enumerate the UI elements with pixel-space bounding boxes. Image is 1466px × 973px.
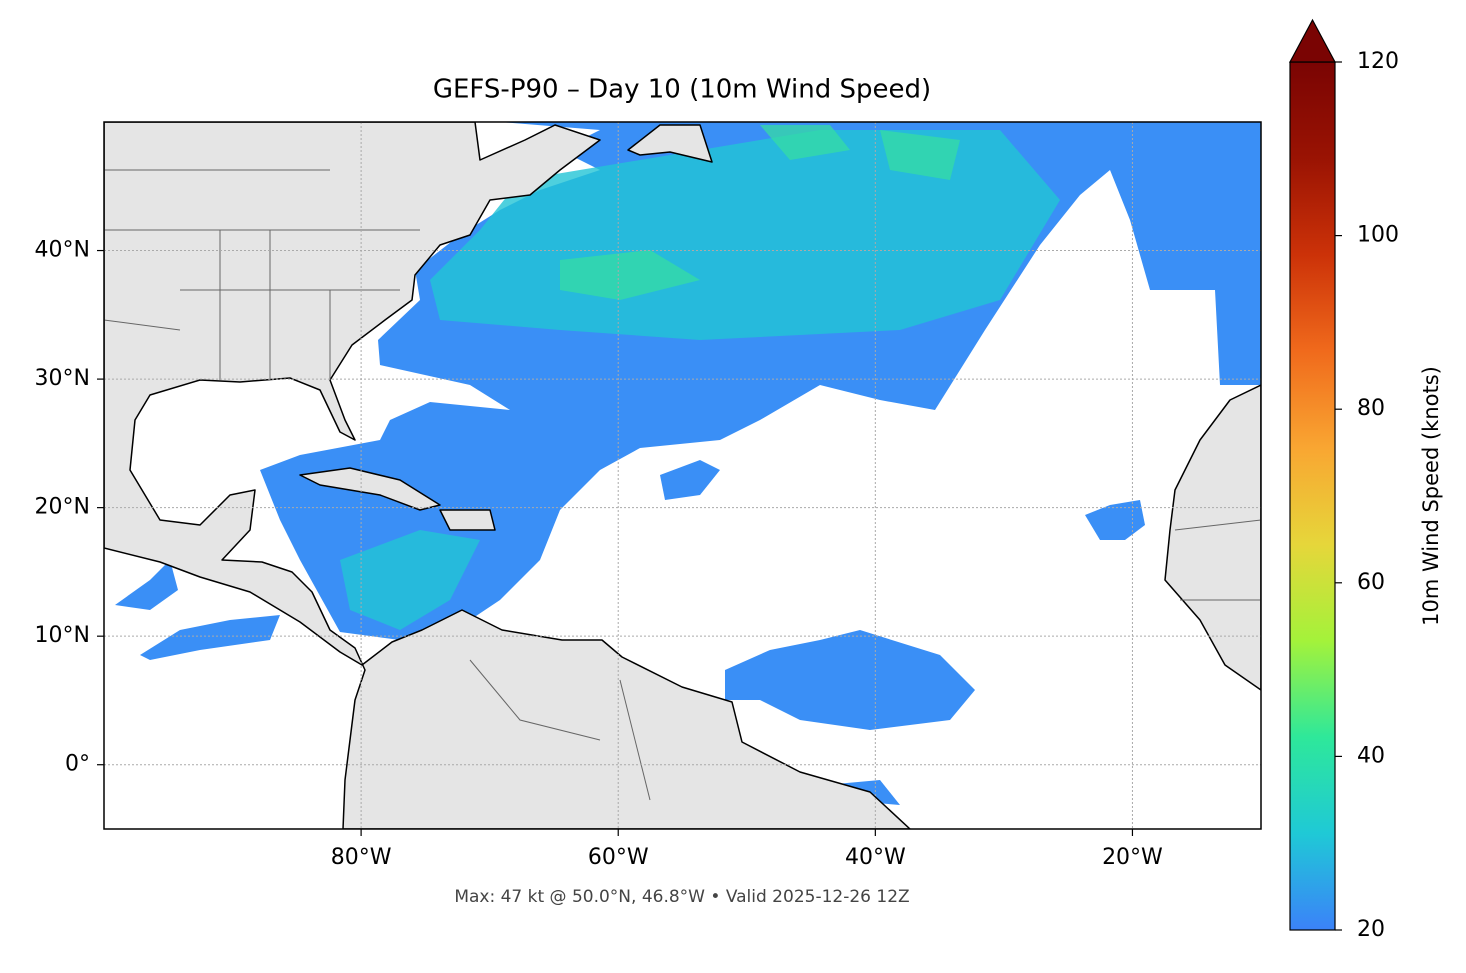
x-tick-label: 20°W	[1102, 845, 1163, 870]
wind-field	[115, 122, 1261, 805]
x-tick-label: 40°W	[845, 845, 906, 870]
colorbar-tick-label: 120	[1357, 49, 1399, 74]
grid	[97, 122, 1261, 836]
annotation: Max: 47 kt @ 50.0°N, 46.8°W • Valid 2025…	[454, 887, 909, 907]
colorbar-scale	[1289, 61, 1336, 931]
map-area	[104, 122, 1261, 829]
colorbar-label: 10m Wind Speed (knots)	[1419, 366, 1443, 626]
colorbar-tick-label: 20	[1357, 917, 1385, 942]
land	[104, 122, 1261, 829]
y-tick-label: 30°N	[35, 366, 90, 391]
y-tick-label: 40°N	[35, 238, 90, 263]
y-tick-label: 0°	[65, 752, 90, 777]
colorbar-tick-label: 80	[1357, 396, 1385, 421]
colorbar-extend	[1288, 18, 1337, 63]
colorbar: 20 40 60 80 100 120 10m Wind Speed (knots)	[1288, 18, 1443, 942]
map-frame	[103, 121, 1262, 830]
colorbar-tick-label: 40	[1357, 743, 1385, 768]
colorbar-tick-label: 60	[1357, 570, 1385, 595]
chart-title: GEFS-P90 – Day 10 (10m Wind Speed)	[433, 75, 931, 105]
x-tick-label: 60°W	[588, 845, 649, 870]
colorbar-tick-label: 100	[1357, 223, 1399, 248]
y-tick-label: 10°N	[35, 623, 90, 648]
x-tick-label: 80°W	[331, 845, 392, 870]
y-tick-label: 20°N	[35, 495, 90, 520]
